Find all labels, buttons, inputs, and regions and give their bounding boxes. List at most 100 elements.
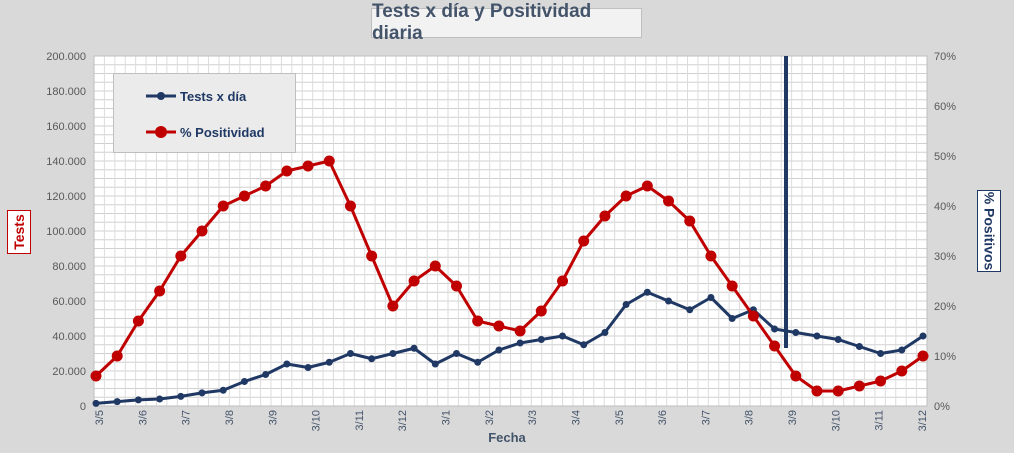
positividad-line	[94, 159, 924, 393]
tests-point	[304, 364, 312, 371]
positividad-point	[450, 280, 462, 292]
positividad-point	[620, 190, 632, 202]
positividad-point	[217, 200, 229, 212]
tests-point	[919, 332, 927, 340]
tests-point	[452, 350, 460, 357]
tests-point	[240, 378, 248, 385]
plot-border	[93, 55, 928, 407]
positividad-point	[578, 235, 590, 247]
right-tick-label: 20%	[934, 301, 956, 313]
right-axis: 0% 10% 20% 30% 40% 50% 60% 70%	[934, 51, 956, 413]
x-tick-label: 3/7	[181, 410, 193, 425]
positividad-point	[535, 305, 547, 317]
x-tick-label: 3/5	[94, 410, 106, 425]
left-tick-label: 180.000	[46, 86, 86, 98]
x-tick-label: 3/11	[874, 410, 886, 431]
tests-point	[537, 336, 545, 343]
x-tick-label: 3/6	[137, 410, 149, 425]
positividad-point	[917, 350, 929, 362]
positividad-point	[811, 385, 823, 397]
positividad-series	[90, 155, 929, 397]
positividad-point	[387, 300, 399, 312]
x-tick-label: 3/2	[484, 410, 496, 425]
left-tick-label: 0	[80, 401, 86, 413]
left-tick-label: 120.000	[46, 191, 86, 203]
tests-point	[177, 392, 185, 400]
left-tick-label: 60.000	[52, 296, 86, 308]
positividad-point	[196, 225, 208, 237]
positividad-point	[875, 375, 887, 387]
positividad-point	[599, 210, 611, 222]
x-tick-label: 3/5	[614, 410, 626, 425]
x-tick-label: 3/9	[787, 410, 799, 425]
positividad-point	[663, 195, 675, 207]
tests-point	[559, 332, 567, 340]
tests-point	[580, 341, 588, 349]
tests-point	[113, 398, 121, 406]
positividad-point	[514, 325, 526, 337]
positividad-point	[90, 370, 102, 382]
positividad-point	[790, 370, 802, 382]
positividad-point	[366, 250, 378, 262]
tests-point	[792, 329, 800, 336]
x-tick-label: 3/3	[527, 410, 539, 425]
positividad-point	[832, 385, 844, 397]
tests-point	[771, 325, 779, 333]
tests-point	[686, 306, 694, 314]
x-tick-label: 3/10	[311, 410, 323, 431]
left-tick-label: 80.000	[52, 261, 86, 273]
x-tick-label: 3/8	[224, 410, 236, 425]
tests-point	[431, 360, 439, 368]
left-tick-label: 100.000	[46, 226, 86, 238]
x-tick-label: 3/7	[700, 410, 712, 425]
right-tick-label: 30%	[934, 251, 956, 263]
left-axis-title: Tests	[7, 210, 31, 254]
positividad-point	[344, 200, 356, 212]
positividad-point	[705, 250, 717, 262]
tests-point	[92, 399, 100, 407]
tests-point	[283, 360, 291, 368]
x-tick-label: 3/4	[570, 410, 582, 425]
positividad-point	[323, 155, 335, 167]
positividad-point	[472, 315, 484, 327]
legend-item-positividad: % Positividad	[114, 122, 265, 142]
x-tick-label: 3/1	[441, 410, 453, 425]
right-tick-label: 10%	[934, 351, 956, 363]
positividad-point	[154, 285, 166, 297]
positividad-point	[769, 340, 781, 352]
positividad-point	[429, 260, 441, 272]
x-tick-label: 3/11	[354, 410, 366, 431]
left-tick-label: 40.000	[52, 331, 86, 343]
x-tick-label: 3/6	[657, 410, 669, 425]
left-axis: 0 20.000 40.000 60.000 80.000 100.000 120.000 1…	[46, 51, 86, 413]
tests-point	[389, 350, 397, 357]
left-tick-label: 140.000	[46, 156, 86, 168]
chart-title: Tests x día y Positividad diaria	[371, 1, 642, 44]
left-tick-label: 200.000	[46, 51, 86, 63]
tests-point	[877, 350, 885, 357]
positividad-point	[281, 165, 293, 177]
tests-point	[516, 339, 524, 347]
tests-point	[156, 395, 164, 403]
positividad-point	[726, 280, 738, 292]
tests-point	[134, 396, 142, 404]
left-tick-label: 160.000	[46, 121, 86, 133]
positividad-point	[175, 250, 187, 262]
tests-point	[219, 386, 227, 394]
left-tick-label: 20.000	[52, 366, 86, 378]
x-tick-label: 3/10	[830, 410, 842, 431]
tests-point	[346, 350, 354, 357]
positividad-point	[493, 320, 505, 332]
positividad-point	[111, 350, 123, 362]
tests-point	[855, 343, 863, 350]
tests-point	[622, 301, 630, 308]
legend-marker-tests	[146, 92, 176, 100]
right-axis-title: % Positivos	[977, 190, 1001, 272]
tests-point	[495, 346, 503, 354]
positividad-point	[641, 180, 653, 192]
positividad-point	[238, 190, 250, 202]
x-tick-label: 3/9	[267, 410, 279, 425]
positividad-point	[557, 275, 569, 287]
tests-point	[601, 329, 609, 336]
